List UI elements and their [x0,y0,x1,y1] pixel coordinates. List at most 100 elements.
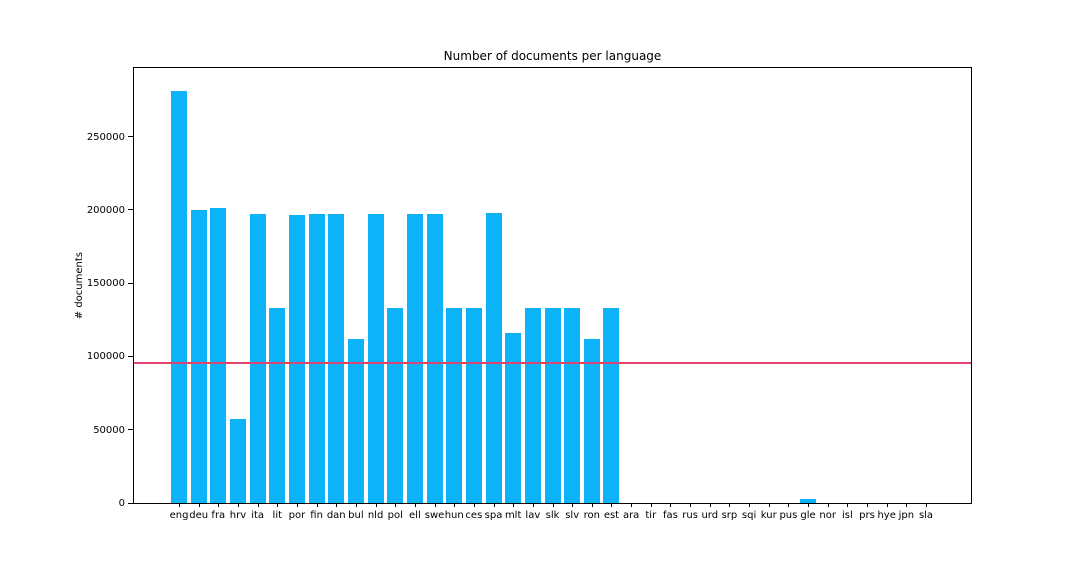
x-tick-mark [847,503,849,507]
bar-mlt [505,333,522,503]
x-tick-label-nld: nld [367,510,384,521]
y-tick-label: 150000 [86,278,125,290]
bar-fra [210,208,227,503]
x-tick-label-hun: hun [444,510,464,521]
x-tick-mark [237,503,239,507]
x-tick-mark [631,503,633,507]
bar-ces [465,308,482,503]
y-tick-mark [128,355,133,357]
y-tick-label: 100000 [86,351,125,363]
x-tick-mark [867,503,869,507]
bar-pol [387,308,404,503]
y-axis-label: # documents [72,67,86,504]
bar-ell [406,213,423,503]
x-tick-label-fas: fas [663,510,678,521]
x-tick-label-fin: fin [310,510,323,521]
bar-deu [190,209,207,503]
bar-ita [249,213,266,503]
x-tick-mark [277,503,279,507]
x-tick-label-mlt: mlt [504,510,522,521]
x-tick-label-lav: lav [525,510,541,521]
x-tick-mark [473,503,475,507]
x-tick-label-jpn: jpn [898,510,915,521]
y-tick-label: 50000 [93,424,125,436]
x-tick-mark [591,503,593,507]
x-tick-mark [218,503,220,507]
x-tick-mark [316,503,318,507]
x-tick-mark [572,503,574,507]
x-tick-mark [375,503,377,507]
x-tick-label-deu: deu [189,510,209,521]
y-tick-label: 0 [118,498,125,509]
x-tick-label-ara: ara [622,510,640,521]
x-tick-label-ces: ces [465,510,483,521]
y-axis-label-text: # documents [73,251,85,320]
x-tick-mark [808,503,810,507]
bar-nld [367,213,384,503]
x-tick-mark [296,503,298,507]
x-tick-label-srp: srp [721,510,738,521]
x-tick-mark [179,503,180,507]
x-tick-label-rus: rus [682,510,698,521]
x-tick-mark [532,503,534,507]
x-tick-mark [768,503,770,507]
bar-fin [308,213,325,503]
x-tick-label-nor: nor [819,510,836,521]
x-tick-mark [257,503,259,507]
bar-gle [800,498,817,503]
x-tick-label-lit: lit [272,510,283,521]
x-tick-label-est: est [603,510,620,521]
bar-slk [544,308,561,503]
x-tick-label-hrv: hrv [229,510,247,521]
x-tick-mark [513,503,515,507]
x-tick-label-fra: fra [211,510,226,521]
x-tick-mark [336,503,338,507]
x-tick-mark [926,503,927,507]
x-tick-label-pus: pus [779,510,798,521]
x-tick-mark [709,503,711,507]
x-tick-mark [729,503,731,507]
bar-lit [269,308,286,503]
y-tick-mark [128,502,133,504]
x-tick-mark [395,503,397,507]
x-tick-mark [670,503,672,507]
x-tick-mark [198,503,200,507]
x-tick-label-slk: slk [545,510,560,521]
x-tick-mark [788,503,790,507]
x-tick-label-dan: dan [326,510,346,521]
x-tick-mark [690,503,692,507]
x-tick-label-por: por [288,510,306,521]
y-tick-mark [128,136,133,138]
x-tick-label-bul: bul [348,510,364,521]
x-tick-label-pol: pol [387,510,403,521]
x-tick-label-slv: slv [565,510,580,521]
bar-swe [426,214,443,503]
x-tick-mark [827,503,829,507]
mean-line [134,362,971,365]
x-tick-mark [611,503,613,507]
x-tick-label-urd: urd [701,510,719,521]
x-tick-mark [454,503,456,507]
x-tick-label-ell: ell [409,510,421,521]
x-tick-label-spa: spa [484,510,503,521]
y-tick-label: 250000 [86,131,125,143]
plot-area: 0 50000 100000 150000 200000 250000 eng deu fra… [87,67,972,521]
x-tick-label-prs: prs [859,510,875,521]
bar-est [603,308,620,503]
x-tick-label-eng: eng [169,510,189,521]
x-tick-label-swe: swe [424,510,445,521]
chart-title: Number of documents per language [443,49,662,63]
y-tick-mark [128,429,133,431]
x-tick-mark [355,503,357,507]
x-tick-label-gle: gle [800,510,816,521]
x-tick-mark [552,503,554,507]
y-tick-label: 200000 [86,204,125,216]
x-tick-mark [749,503,751,507]
bar-eng [171,91,187,503]
bar-hun [446,308,463,503]
x-tick-label-sla: sla [918,510,934,521]
y-tick-mark [128,282,133,284]
x-tick-label-sqi: sqi [741,510,757,521]
bar-ron [583,338,600,503]
